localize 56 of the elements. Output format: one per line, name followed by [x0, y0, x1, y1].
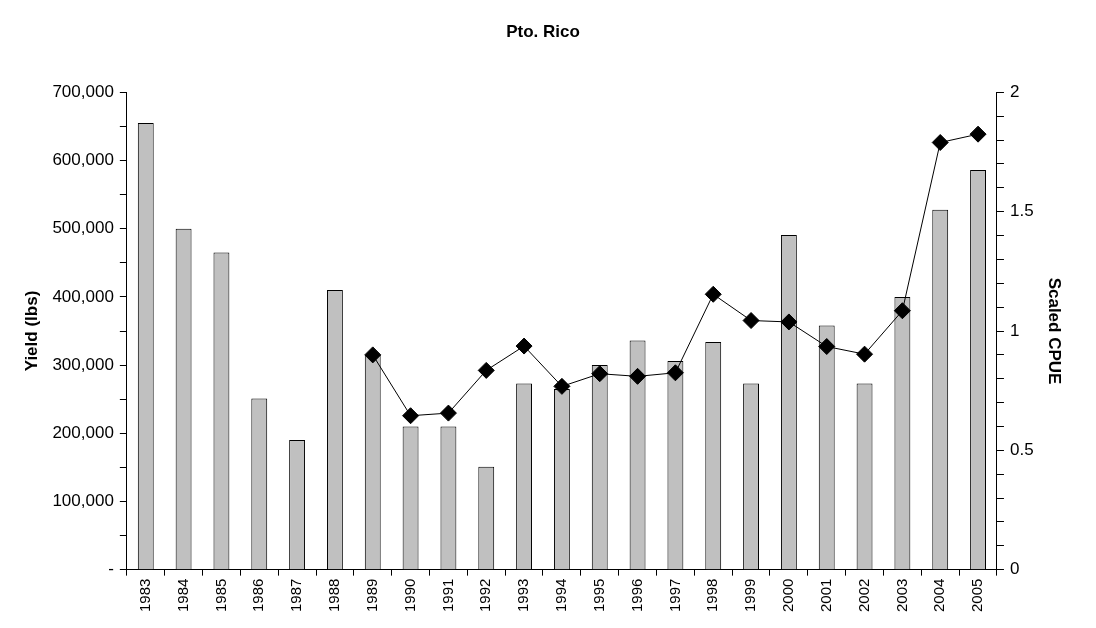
y-tick-label: 300,000 [52, 354, 114, 374]
x-tick-label: 2003 [892, 578, 910, 613]
point [477, 361, 495, 379]
x-tick-label: 2000 [779, 578, 797, 613]
x-tick-label: 2004 [930, 578, 948, 613]
point [818, 338, 836, 356]
point [629, 367, 647, 385]
y-tick-label: - [108, 559, 114, 579]
x-tick-label: 1991 [438, 578, 456, 613]
x-tick-label: 2002 [854, 578, 872, 613]
y-tick-label: 400,000 [52, 286, 114, 306]
point [666, 364, 684, 382]
y-tick-label: 100,000 [52, 491, 114, 511]
x-tick-label: 1990 [400, 578, 418, 613]
x-tick-label: 1994 [552, 578, 570, 613]
point [439, 404, 457, 422]
y-tick-label: 200,000 [52, 422, 114, 442]
y-axis-title: Yield (lbs) [21, 290, 41, 372]
x-tick-label: 1992 [476, 578, 494, 613]
x-tick-label: 1995 [589, 578, 607, 613]
x-tick-label: 2005 [968, 578, 986, 613]
x-tick-label: 1999 [741, 578, 759, 613]
point [780, 313, 798, 331]
x-tick-label: 1997 [665, 578, 683, 613]
y2-tick-label: 0 [1009, 559, 1020, 579]
y2-axis-title: Scaled CPUE [1045, 277, 1065, 385]
point [856, 345, 874, 363]
point [742, 312, 760, 330]
x-tick-label: 1983 [135, 578, 153, 613]
y2-tick-label: 2 [1009, 82, 1020, 102]
x-tick-label: 1985 [211, 578, 229, 613]
x-tick-label: 1987 [287, 578, 305, 613]
point [969, 125, 987, 143]
point [402, 407, 420, 425]
y-tick-label: 500,000 [52, 218, 114, 238]
x-tick-label: 1989 [362, 578, 380, 613]
point [515, 337, 533, 355]
y-tick-label: 700,000 [52, 82, 114, 102]
point [553, 377, 571, 395]
chart-title: Pto. Rico [506, 21, 580, 41]
x-tick-label: 1988 [325, 578, 343, 613]
y2-tick-label: 1 [1009, 320, 1020, 340]
x-tick-label: 1984 [173, 578, 191, 613]
point [704, 285, 722, 303]
x-tick-label: 1986 [249, 578, 267, 613]
x-tick-label: 1993 [514, 578, 532, 613]
y-tick-label: 600,000 [52, 150, 114, 170]
y2-tick-label: 0.5 [1009, 440, 1034, 460]
x-tick-label: 1996 [627, 578, 645, 613]
point [364, 346, 382, 364]
point [931, 134, 949, 152]
point [893, 302, 911, 320]
y2-tick-label: 1.5 [1009, 201, 1034, 221]
point [591, 365, 609, 383]
x-tick-label: 1998 [703, 578, 721, 613]
x-tick-label: 2001 [816, 578, 834, 613]
